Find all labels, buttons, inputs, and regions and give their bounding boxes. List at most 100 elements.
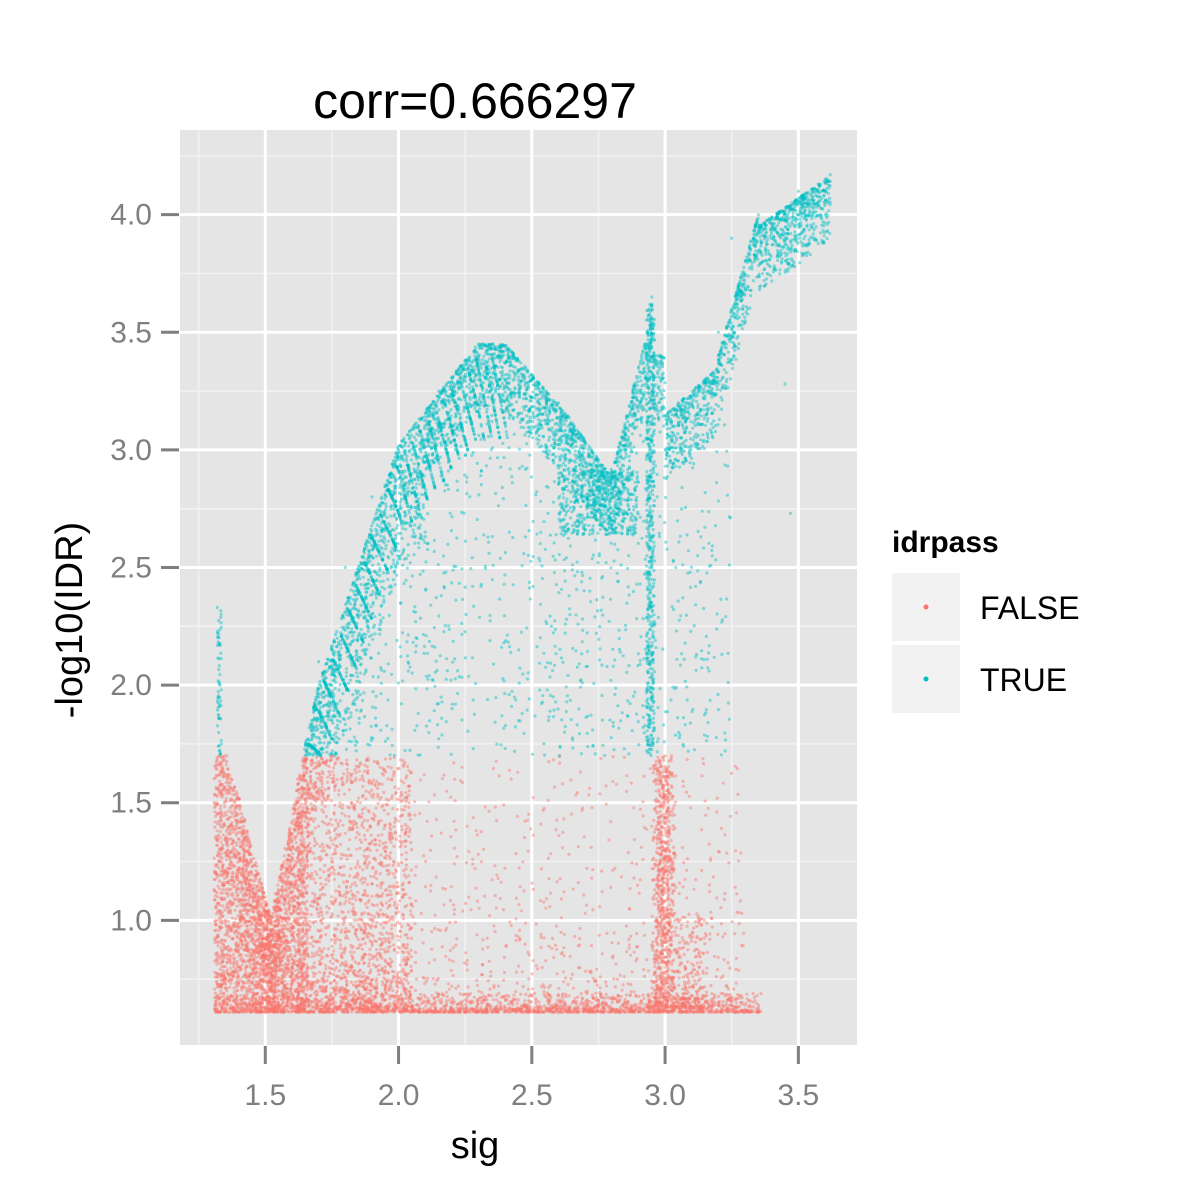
- point-false: [680, 996, 685, 1001]
- point-false: [276, 891, 280, 895]
- point-false: [264, 972, 268, 977]
- point-false: [213, 995, 217, 1000]
- point-false: [219, 978, 223, 982]
- point-false: [364, 797, 368, 801]
- point-false: [629, 1006, 633, 1010]
- point-false: [279, 908, 283, 912]
- point-false: [228, 999, 232, 1003]
- point-false: [326, 1010, 330, 1014]
- point-false: [213, 793, 217, 797]
- point-false: [588, 1010, 592, 1014]
- point-false: [244, 988, 249, 993]
- point-false: [362, 1009, 367, 1014]
- point-false: [254, 877, 258, 881]
- point-false: [254, 944, 259, 948]
- point-false: [695, 998, 699, 1002]
- point-false: [267, 1006, 271, 1011]
- point-false: [241, 870, 245, 874]
- point-false: [721, 1010, 725, 1014]
- point-false: [332, 972, 336, 977]
- point-false: [545, 1006, 549, 1011]
- point-false: [216, 822, 220, 826]
- plot-panel: [180, 130, 857, 1045]
- point-false: [289, 848, 293, 853]
- point-false: [297, 1010, 301, 1014]
- point-false: [257, 986, 261, 990]
- point-false: [376, 833, 380, 838]
- point-false: [226, 909, 230, 913]
- point-false: [243, 938, 247, 942]
- point-false: [222, 992, 226, 996]
- point-false: [409, 771, 413, 775]
- point-false: [751, 992, 755, 996]
- point-false: [226, 887, 230, 891]
- point-false: [347, 847, 351, 851]
- point-false: [334, 818, 338, 822]
- point-false: [590, 1010, 595, 1014]
- point-false: [395, 1005, 399, 1009]
- point-false: [443, 1010, 447, 1014]
- point-false: [323, 1003, 327, 1007]
- point-false: [251, 915, 256, 919]
- point-false: [406, 1009, 410, 1013]
- point-false: [267, 999, 271, 1003]
- point-false: [255, 1010, 259, 1014]
- point-false: [555, 998, 559, 1003]
- point-false: [257, 915, 261, 919]
- point-false: [260, 986, 265, 990]
- point-false: [225, 841, 229, 845]
- point-false: [219, 973, 223, 977]
- point-false: [305, 891, 309, 896]
- point-false: [757, 1010, 761, 1014]
- point-false: [248, 895, 252, 899]
- point-false: [260, 969, 264, 973]
- point-false: [274, 991, 278, 995]
- point-false: [318, 1010, 322, 1014]
- point-false: [273, 930, 277, 934]
- point-false: [238, 998, 242, 1002]
- point-false: [587, 1005, 591, 1009]
- point-false: [278, 967, 282, 971]
- point-false: [332, 877, 336, 881]
- point-false: [222, 897, 226, 902]
- point-false: [440, 992, 444, 996]
- point-false: [280, 974, 284, 978]
- point-false: [215, 794, 220, 798]
- point-false: [212, 877, 216, 882]
- point-false: [409, 955, 413, 959]
- chart-title: corr=0.666297: [313, 73, 637, 129]
- point-false: [245, 1007, 249, 1012]
- point-false: [225, 956, 230, 961]
- point-false: [670, 1009, 674, 1014]
- point-false: [379, 853, 383, 857]
- point-false: [323, 864, 327, 868]
- point-false: [232, 881, 236, 885]
- point-false: [254, 873, 258, 878]
- point-false: [292, 818, 296, 822]
- point-false: [244, 1007, 248, 1011]
- point-false: [525, 1010, 529, 1014]
- point-false: [746, 1010, 750, 1014]
- series-false-points: [212, 754, 763, 1014]
- point-false: [296, 896, 300, 901]
- point-false: [577, 1010, 581, 1014]
- point-false: [299, 849, 303, 853]
- point-false: [373, 915, 377, 919]
- point-false: [246, 981, 250, 985]
- point-false: [216, 934, 220, 939]
- point-false: [228, 985, 232, 989]
- point-false: [260, 948, 264, 953]
- point-false: [587, 999, 591, 1004]
- point-false: [304, 916, 308, 920]
- point-false: [379, 908, 383, 912]
- point-false: [287, 853, 291, 857]
- point-false: [219, 791, 223, 796]
- point-false: [248, 998, 252, 1002]
- point-false: [615, 1000, 620, 1004]
- point-false: [250, 864, 254, 868]
- point-false: [491, 1010, 495, 1014]
- point-false: [238, 915, 242, 919]
- point-false: [286, 996, 290, 1000]
- point-false: [288, 948, 292, 952]
- point-false: [375, 1010, 379, 1014]
